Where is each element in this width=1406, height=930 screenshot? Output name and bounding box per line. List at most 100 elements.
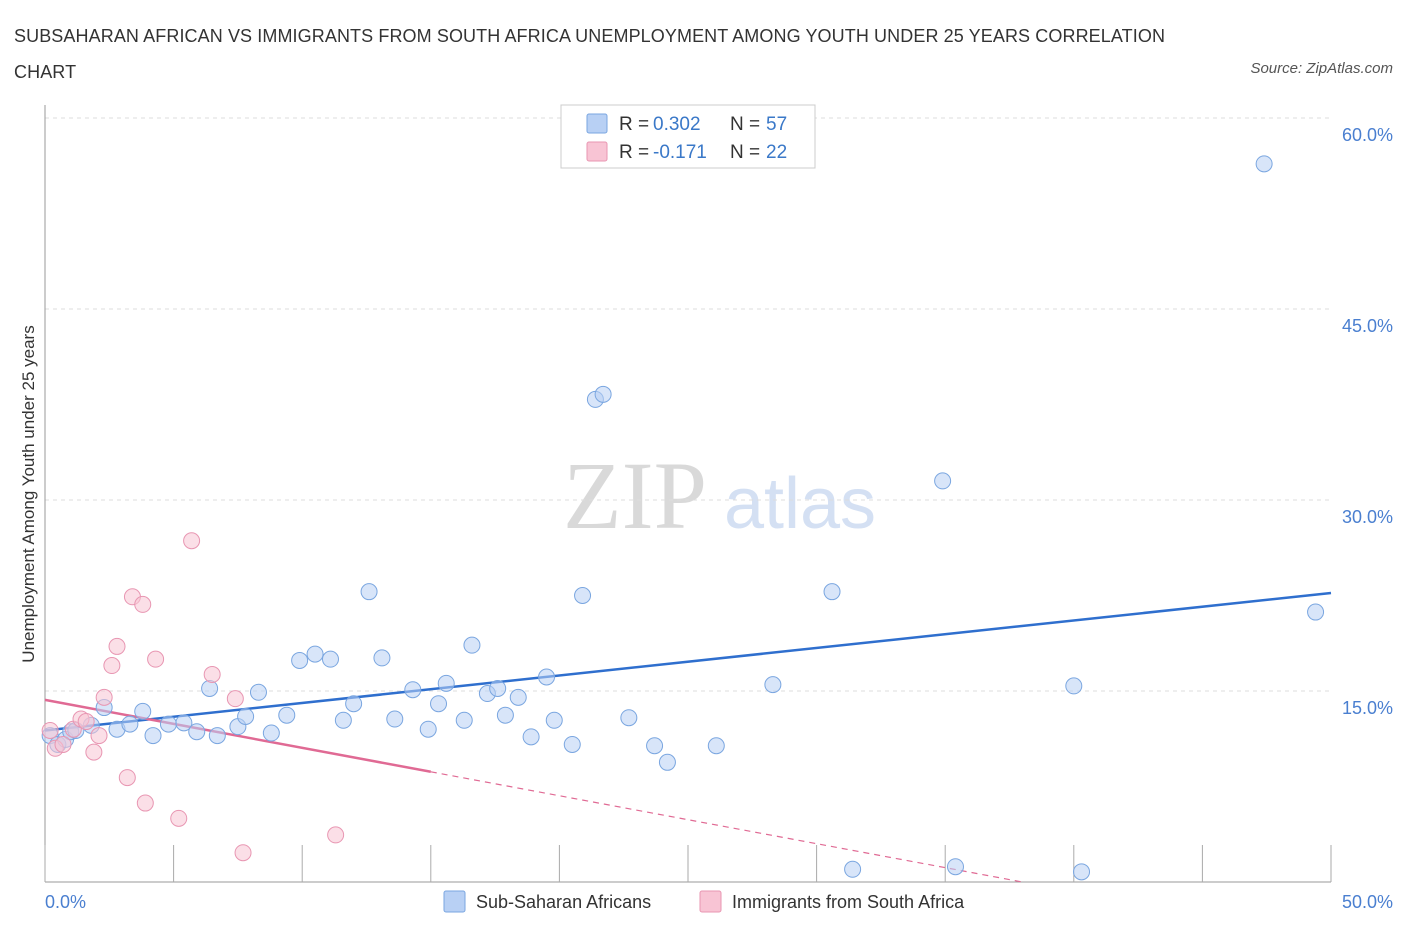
blue-point	[509, 688, 527, 706]
blue-trend-line	[44, 591, 1332, 732]
bottom-legend-swatch-blue	[443, 890, 466, 913]
blue-point	[574, 587, 592, 604]
blue-point	[463, 636, 481, 654]
blue-point	[620, 709, 638, 727]
pink-point	[234, 844, 252, 862]
pink-point	[85, 743, 103, 761]
blue-point	[1255, 155, 1273, 173]
blue-point	[707, 737, 725, 755]
legend-n-value-pink: 22	[766, 142, 787, 163]
pink-point	[77, 713, 95, 731]
pink-point	[134, 595, 152, 613]
blue-point	[175, 714, 193, 732]
blue-point	[345, 695, 363, 713]
blue-point	[334, 711, 352, 729]
blue-point	[437, 674, 455, 692]
legend-n-label-pink: N =	[730, 142, 760, 163]
x-tick-label-min: 0.0%	[45, 892, 86, 912]
top-legend: R = 0.302 N = 57 R = -0.171 N = 22	[560, 104, 816, 169]
blue-point	[658, 753, 676, 771]
blue-point	[946, 858, 964, 876]
pink-point	[118, 769, 136, 787]
blue-point	[545, 711, 563, 729]
legend-swatch-pink	[586, 141, 608, 162]
blue-point	[278, 706, 296, 724]
blue-point	[563, 735, 581, 753]
pink-point	[170, 809, 188, 827]
blue-point	[134, 702, 152, 720]
pink-point	[203, 665, 221, 683]
blue-point	[144, 727, 162, 745]
blue-point	[360, 583, 378, 601]
pink-point	[327, 826, 345, 844]
blue-point	[522, 728, 540, 746]
pink-trend-line-extension	[430, 771, 1023, 883]
legend-r-value-blue: 0.302	[653, 114, 701, 135]
blue-point	[208, 727, 226, 745]
blue-point	[1065, 677, 1083, 695]
watermark-atlas: atlas	[724, 464, 876, 544]
bottom-legend-label-blue: Sub-Saharan Africans	[476, 892, 651, 912]
grid-lines	[45, 117, 1331, 692]
pink-point	[90, 727, 108, 745]
blue-point	[844, 860, 862, 878]
blue-point	[237, 707, 255, 725]
blue-point	[262, 724, 280, 742]
legend-n-value-blue: 57	[766, 114, 787, 135]
y-axis-label: Unemployment Among Youth under 25 years	[19, 325, 38, 662]
blue-point	[455, 711, 473, 729]
blue-point	[646, 737, 664, 755]
pink-point	[108, 637, 126, 655]
blue-point	[430, 695, 448, 713]
blue-point	[538, 668, 556, 686]
blue-point	[1307, 603, 1325, 621]
y-tick-label: 15.0%	[1342, 698, 1393, 718]
trend-lines	[44, 591, 1332, 883]
blue-point	[321, 650, 339, 668]
bottom-legend-label-pink: Immigrants from South Africa	[732, 892, 965, 912]
blue-point	[489, 679, 507, 697]
blue-point	[306, 645, 324, 663]
blue-point	[764, 676, 782, 694]
x-tick-label-max: 50.0%	[1342, 892, 1393, 912]
legend-n-label-blue: N =	[730, 114, 760, 135]
blue-point	[291, 651, 309, 669]
blue-point	[188, 723, 206, 741]
pink-point	[183, 532, 201, 550]
bottom-legend-swatch-pink	[699, 890, 722, 913]
y-tick-label: 45.0%	[1342, 316, 1393, 336]
legend-r-value-pink: -0.171	[653, 142, 707, 163]
blue-point	[594, 385, 612, 403]
source-label: Source: ZipAtlas.com	[1250, 60, 1393, 77]
y-tick-labels: 15.0% 30.0% 45.0% 60.0%	[1342, 125, 1393, 718]
y-tick-label: 30.0%	[1342, 507, 1393, 527]
blue-point	[121, 715, 139, 733]
watermark-zip: ZIP	[563, 442, 707, 549]
blue-point	[386, 710, 404, 728]
pink-point	[226, 690, 244, 708]
blue-point	[823, 583, 841, 601]
blue-point	[159, 715, 177, 733]
blue-point	[201, 679, 219, 697]
blue-point	[404, 681, 422, 699]
chart-title: SUBSAHARAN AFRICAN VS IMMIGRANTS FROM SO…	[14, 26, 1166, 82]
pink-point	[103, 657, 121, 675]
pink-point	[147, 650, 165, 668]
blue-point	[934, 472, 952, 490]
y-tick-label: 60.0%	[1342, 125, 1393, 145]
blue-point	[496, 706, 514, 724]
pink-point	[95, 688, 113, 706]
blue-point	[249, 683, 267, 701]
x-ticks	[44, 845, 1332, 882]
blue-point	[373, 649, 391, 667]
blue-point	[419, 720, 437, 738]
bottom-legend: Sub-Saharan Africans Immigrants from Sou…	[443, 890, 965, 913]
pink-point	[136, 794, 154, 812]
legend-r-label-blue: R =	[619, 114, 649, 135]
blue-point	[1073, 863, 1091, 881]
pink-point	[41, 721, 59, 739]
legend-r-label-pink: R =	[619, 142, 649, 163]
data-points	[41, 155, 1325, 881]
pink-point	[54, 735, 72, 753]
